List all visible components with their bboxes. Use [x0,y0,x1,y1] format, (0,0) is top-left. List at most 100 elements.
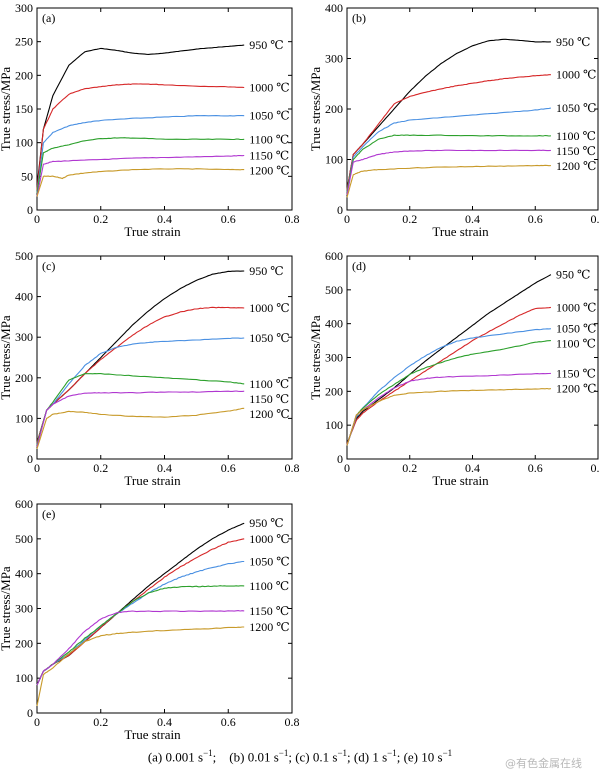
y-tick-label: 100 [15,136,33,150]
x-tick-label: 0.4 [157,715,172,729]
y-tick-label: 200 [325,102,343,116]
x-tick-label: 0.2 [93,212,108,226]
caption-b: (b) 0.01 s [229,749,279,765]
series-label-1000: 1000 ℃ [556,300,596,314]
panel-a: 0 0.2 0.4 0.6 0.8 0 50 100 150 200 250 300 True stra… [0,1,300,239]
x-tick-label: 0.4 [157,461,172,475]
series-line-1150 [36,154,245,197]
y-tick-label: 300 [325,52,343,66]
series-label-1050: 1050 ℃ [556,322,596,336]
series-line-950 [36,270,245,443]
series-label-1000: 1000 ℃ [249,301,289,315]
series-line-1100 [346,134,551,193]
series-line-1000 [36,83,245,190]
y-tick-label: 0 [27,452,33,466]
series-line-1200 [36,168,245,197]
series-line-1200 [36,407,245,450]
series-label-1050: 1050 ℃ [249,109,289,123]
x-tick-label: 0.2 [402,461,417,475]
series-label-1150: 1150 ℃ [249,392,289,406]
series-line-950 [36,522,245,686]
series-line-1100 [346,340,551,446]
series-line-1150 [346,149,551,195]
caption-d: (d) 1 s [353,749,388,765]
series-label-950: 950 ℃ [249,516,283,530]
x-tick-label: 0.4 [465,212,480,226]
x-axis-label: True strain [124,727,181,742]
series-label-1100: 1100 ℃ [556,337,596,351]
series-label-1100: 1100 ℃ [249,132,289,146]
series-label-1000: 1000 ℃ [556,68,596,82]
series-line-950 [36,44,245,187]
caption-c: (c) 0.1 s [295,749,338,765]
series-line-1000 [36,306,245,443]
y-tick-label: 400 [325,1,343,15]
series-label-1100: 1100 ℃ [249,579,289,593]
panel-label: (b) [352,11,366,25]
series-line-950 [346,38,551,190]
x-tick-label: 0.8 [591,461,600,475]
y-tick-label: 0 [337,452,343,466]
series-line-1050 [36,560,245,686]
series-label-1200: 1200 ℃ [556,382,596,396]
x-tick-label: 0 [344,212,350,226]
y-axis-label: True stress/MPa [308,315,323,400]
y-tick-label: 500 [15,532,33,546]
series-label-1200: 1200 ℃ [249,620,289,634]
series-line-1100 [36,373,245,445]
y-tick-label: 250 [15,35,33,49]
x-tick-label: 0.8 [285,715,300,729]
series-line-1000 [346,306,551,445]
panel-label: (e) [42,507,55,521]
x-tick-label: 0.8 [285,212,300,226]
series-label-1150: 1150 ℃ [556,144,596,158]
x-tick-label: 0 [34,212,40,226]
y-tick-label: 0 [337,203,343,217]
y-tick-label: 300 [15,330,33,344]
x-tick-label: 0.6 [528,461,543,475]
x-axis-label: True strain [124,473,181,488]
series-label-950: 950 ℃ [249,264,283,278]
series-label-1050: 1050 ℃ [556,101,596,115]
panel-d: 0 0.2 0.4 0.6 0.8 0 100 200 300 400 500 600 True str… [308,249,600,488]
watermark: @有色金属在线 [505,757,582,770]
y-tick-label: 400 [15,567,33,581]
plot-frame [346,255,599,460]
caption-a: (a) 0.001 s [147,749,204,765]
series-label-1100: 1100 ℃ [249,377,289,391]
x-tick-label: 0.4 [157,212,172,226]
series-line-1000 [36,538,245,686]
y-tick-label: 50 [21,169,33,183]
series-line-1200 [346,387,551,446]
x-tick-label: 0.6 [221,715,236,729]
y-axis-label: True stress/MPa [0,67,13,152]
y-tick-label: 0 [27,203,33,217]
y-tick-label: 300 [325,351,343,365]
series-label-1200: 1200 ℃ [249,163,289,177]
series-label-1150: 1150 ℃ [249,148,289,162]
series-label-1050: 1050 ℃ [249,331,289,345]
x-tick-label: 0.2 [402,212,417,226]
x-tick-label: 0.4 [465,461,480,475]
series-label-1000: 1000 ℃ [249,80,289,94]
series-label-1150: 1150 ℃ [249,604,289,618]
series-label-950: 950 ℃ [556,268,590,282]
series-label-1200: 1200 ℃ [556,159,596,173]
series-line-1100 [36,137,245,194]
x-tick-label: 0 [344,461,350,475]
series-line-950 [346,274,552,444]
y-tick-label: 200 [15,371,33,385]
x-tick-label: 0.2 [93,461,108,475]
y-tick-label: 600 [15,497,33,511]
series-line-1200 [346,164,551,198]
series-line-1050 [36,114,245,194]
y-tick-label: 500 [325,283,343,297]
y-tick-label: 100 [325,418,343,432]
y-tick-label: 300 [15,1,33,15]
y-tick-label: 300 [15,602,33,616]
y-tick-label: 400 [15,290,33,304]
y-axis-label: True stress/MPa [0,566,13,651]
y-tick-label: 200 [15,68,33,82]
y-tick-label: 500 [15,249,33,263]
